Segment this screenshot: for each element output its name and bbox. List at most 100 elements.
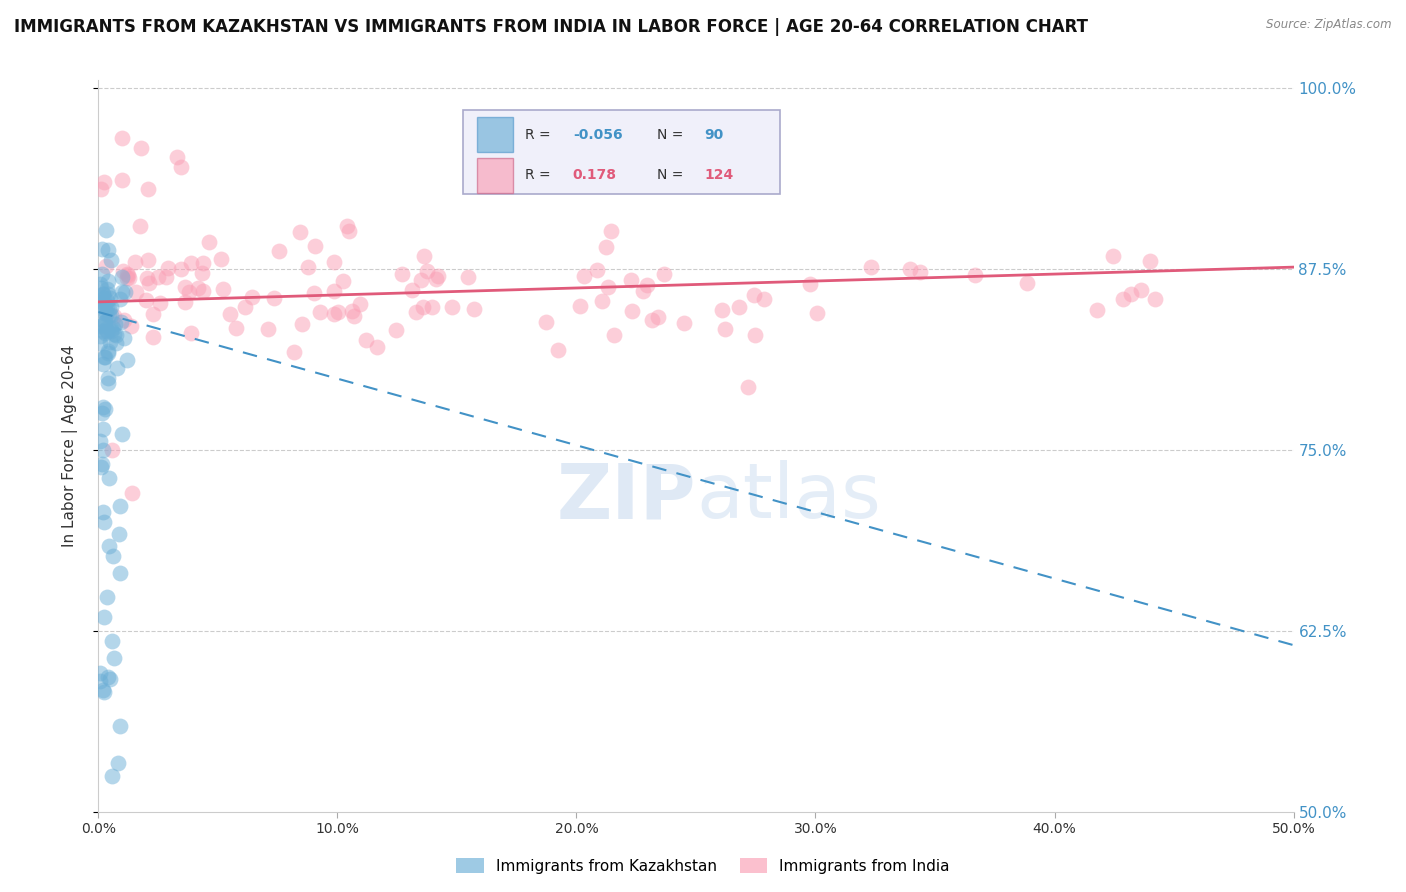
Point (94, 305, 117, 319)
Point (1111, 292, 1133, 306)
Point (737, 380, 759, 394)
Point (177, 285, 200, 299)
Point (91, 401, 114, 415)
Point (652, 267, 675, 281)
Point (752, 293, 775, 307)
Point (209, 252, 232, 267)
Point (91, 287, 114, 301)
Point (121, 486, 143, 500)
Text: Source: ZipAtlas.com: Source: ZipAtlas.com (1267, 18, 1392, 31)
Point (309, 305, 332, 319)
Point (142, 330, 165, 344)
Point (146, 269, 169, 284)
Point (98, 672, 121, 686)
Point (108, 292, 131, 306)
Point (89, 434, 111, 448)
Point (97, 670, 120, 684)
Point (89, 674, 111, 689)
Point (633, 284, 655, 298)
Point (401, 283, 423, 297)
Text: 90: 90 (704, 128, 724, 142)
Text: R =: R = (524, 169, 551, 182)
Point (263, 291, 285, 305)
Point (94, 298, 117, 312)
Point (104, 335, 127, 350)
Point (425, 271, 447, 285)
Point (100, 308, 122, 322)
Point (173, 280, 195, 294)
Point (302, 285, 325, 300)
Point (104, 318, 127, 332)
Point (963, 268, 986, 282)
Point (187, 281, 209, 295)
Text: 0.178: 0.178 (572, 169, 617, 182)
Point (636, 278, 658, 293)
Point (90, 292, 112, 306)
Point (412, 300, 434, 314)
Point (111, 427, 134, 442)
Point (91, 422, 114, 436)
Point (149, 296, 172, 310)
Point (1121, 286, 1143, 301)
Point (1102, 249, 1125, 263)
Point (93, 515, 115, 529)
Point (96, 591, 118, 605)
Text: -0.056: -0.056 (572, 128, 623, 142)
Point (103, 327, 125, 342)
Point (97, 274, 120, 288)
Point (591, 293, 613, 308)
Point (288, 225, 311, 239)
Point (101, 442, 124, 457)
Point (193, 256, 215, 270)
Point (354, 333, 377, 347)
Point (180, 326, 202, 340)
Text: N =: N = (657, 128, 683, 142)
Point (799, 277, 821, 292)
Point (603, 327, 626, 342)
Point (93, 402, 115, 417)
Point (89, 319, 111, 334)
Point (90, 242, 112, 256)
Point (124, 255, 146, 269)
Point (101, 320, 124, 334)
Point (89, 277, 111, 291)
Point (1015, 276, 1038, 290)
Point (120, 319, 142, 334)
Point (332, 275, 354, 289)
Point (97, 243, 120, 257)
Point (90, 280, 112, 294)
Point (191, 266, 214, 280)
Point (93, 175, 115, 189)
Point (727, 301, 749, 315)
Text: atlas: atlas (696, 460, 880, 534)
Point (118, 271, 141, 285)
Point (96, 324, 118, 338)
Point (420, 300, 443, 314)
Point (89, 297, 111, 311)
Point (1130, 283, 1153, 297)
Point (328, 305, 350, 319)
Point (94, 259, 117, 273)
Point (322, 254, 344, 268)
Point (257, 322, 280, 336)
Point (409, 273, 432, 287)
Point (94, 326, 117, 340)
Point (323, 285, 346, 299)
Point (174, 295, 197, 310)
Point (129, 141, 152, 155)
Point (647, 310, 669, 325)
Point (89, 665, 111, 680)
Point (89, 336, 111, 351)
Point (91, 505, 114, 519)
Point (97, 376, 120, 390)
Point (136, 253, 159, 268)
Point (111, 131, 134, 145)
Point (110, 173, 132, 187)
Point (155, 269, 177, 284)
Point (1085, 303, 1108, 318)
Point (1143, 292, 1166, 306)
Point (711, 303, 734, 318)
Point (98, 308, 121, 322)
FancyBboxPatch shape (477, 117, 513, 153)
Point (534, 315, 557, 329)
